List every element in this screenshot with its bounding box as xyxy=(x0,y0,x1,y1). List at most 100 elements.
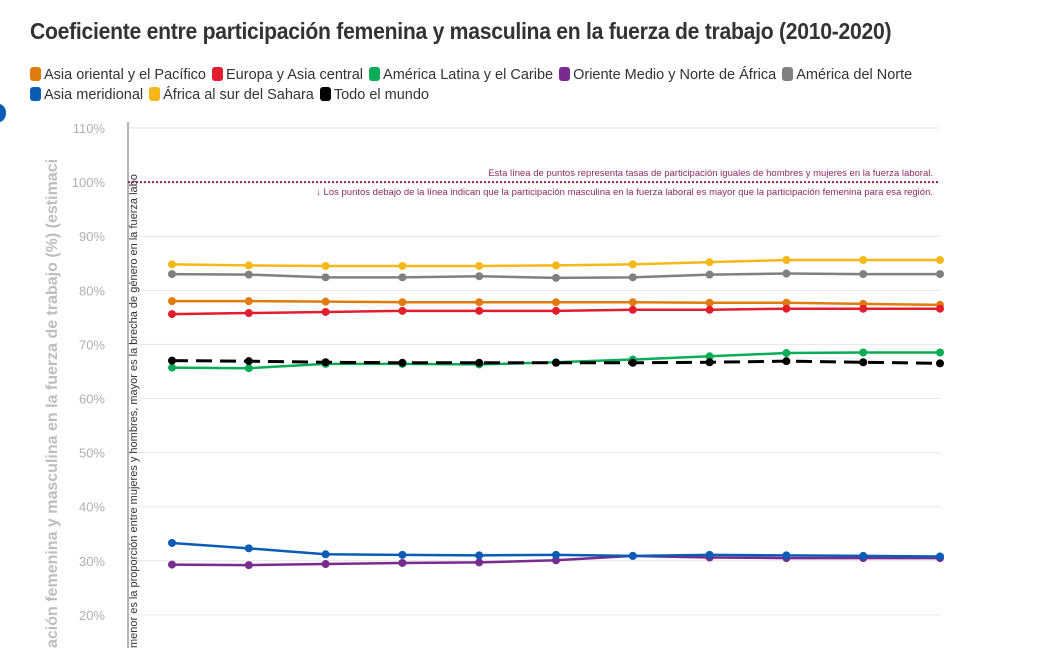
data-point xyxy=(936,359,944,368)
data-point xyxy=(782,298,791,307)
legend-item[interactable]: África al sur del Sahara xyxy=(149,85,314,105)
data-point xyxy=(168,356,176,365)
data-point xyxy=(321,358,330,367)
y-tick-label: 110% xyxy=(73,121,106,136)
data-point xyxy=(705,358,714,367)
data-point xyxy=(321,560,330,569)
data-point xyxy=(398,273,407,282)
data-point xyxy=(552,261,560,270)
data-point xyxy=(244,270,253,279)
data-point xyxy=(628,358,637,367)
chart-title: Coeficiente entre participación femenina… xyxy=(30,18,892,44)
data-point xyxy=(628,551,637,560)
y-tick-label: 20% xyxy=(79,608,105,623)
data-point xyxy=(782,551,791,560)
data-point xyxy=(244,544,253,553)
data-point xyxy=(321,273,330,282)
data-point xyxy=(244,364,253,373)
legend-swatch xyxy=(319,87,331,101)
data-point xyxy=(168,260,176,269)
data-point xyxy=(782,304,791,313)
data-point xyxy=(859,358,868,367)
data-point xyxy=(398,306,407,315)
legend-label: Asia oriental y el Pacífico xyxy=(44,67,206,83)
legend-swatch xyxy=(30,67,41,81)
legend-label: Asia meridional xyxy=(44,87,144,103)
legend-item[interactable]: Todo el mundo xyxy=(319,85,429,105)
data-point xyxy=(398,558,407,567)
legend-item[interactable]: Asia meridional xyxy=(30,85,143,105)
y-tick-label: 70% xyxy=(79,337,105,352)
data-point xyxy=(475,551,484,560)
reference-note: ↓ Los puntos debajo de la línea indican … xyxy=(316,187,933,198)
data-point xyxy=(628,305,637,314)
data-point xyxy=(475,261,484,270)
legend-swatch xyxy=(559,67,571,81)
legend-item[interactable]: Asia oriental y el Pacífico xyxy=(30,65,206,85)
data-point xyxy=(705,270,714,279)
y-tick-label: 30% xyxy=(79,554,105,569)
data-point xyxy=(475,272,484,281)
data-point xyxy=(398,298,407,307)
data-point xyxy=(398,550,407,559)
legend-label: América Latina y el Caribe xyxy=(383,67,554,83)
data-point xyxy=(936,270,944,279)
legend-swatch xyxy=(30,87,41,101)
data-point xyxy=(936,348,944,357)
legend-label: Oriente Medio y Norte de África xyxy=(573,67,777,83)
data-point xyxy=(782,349,791,358)
y-tick-label: 40% xyxy=(79,500,105,515)
data-point xyxy=(321,307,330,316)
legend-item[interactable]: América Latina y el Caribe xyxy=(369,65,553,85)
data-point xyxy=(552,298,560,307)
legend-swatch xyxy=(782,67,794,81)
data-point xyxy=(628,273,637,282)
data-point xyxy=(398,358,407,367)
data-point xyxy=(244,309,253,318)
data-point xyxy=(782,357,791,366)
data-point xyxy=(168,310,176,319)
legend-swatch xyxy=(149,87,161,101)
legend-item[interactable]: Oriente Medio y Norte de África xyxy=(559,65,776,85)
data-point xyxy=(552,358,560,367)
data-point xyxy=(244,561,253,570)
y-tick-label: 80% xyxy=(79,283,105,298)
data-point xyxy=(859,551,868,560)
reference-note: Esta línea de puntos representa tasas de… xyxy=(488,168,933,179)
data-point xyxy=(168,270,176,279)
data-point xyxy=(475,306,484,315)
data-point xyxy=(168,297,176,306)
data-point xyxy=(936,256,944,265)
legend-item[interactable]: Europa y Asia central xyxy=(212,65,363,85)
data-point xyxy=(859,304,868,313)
data-point xyxy=(168,363,176,372)
data-point xyxy=(628,298,637,307)
data-point xyxy=(321,261,330,270)
legend: Asia oriental y el Pacífico Europa y Asia… xyxy=(30,65,990,105)
data-point xyxy=(628,260,637,269)
data-point xyxy=(859,348,868,357)
data-point xyxy=(705,258,714,267)
data-point xyxy=(782,256,791,265)
y-tick-label: 90% xyxy=(79,229,105,244)
data-point xyxy=(936,304,944,313)
data-point xyxy=(321,297,330,306)
data-point xyxy=(705,352,714,361)
partial-marker xyxy=(0,104,6,122)
legend-label: América del Norte xyxy=(796,67,913,83)
y-axis-sublabel: menor es la proporción entre mujeres y h… xyxy=(128,174,140,648)
legend-item[interactable]: América del Norte xyxy=(782,65,912,85)
data-point xyxy=(552,306,560,315)
legend-label: África al sur del Sahara xyxy=(163,87,314,103)
data-point xyxy=(859,256,868,265)
data-point xyxy=(244,357,253,366)
data-point xyxy=(705,550,714,559)
data-point xyxy=(475,298,484,307)
legend-label: Europa y Asia central xyxy=(226,67,364,83)
data-point xyxy=(168,538,176,547)
data-point xyxy=(705,298,714,307)
y-tick-label: 50% xyxy=(79,446,105,461)
data-point xyxy=(475,358,484,367)
legend-swatch xyxy=(212,67,223,81)
